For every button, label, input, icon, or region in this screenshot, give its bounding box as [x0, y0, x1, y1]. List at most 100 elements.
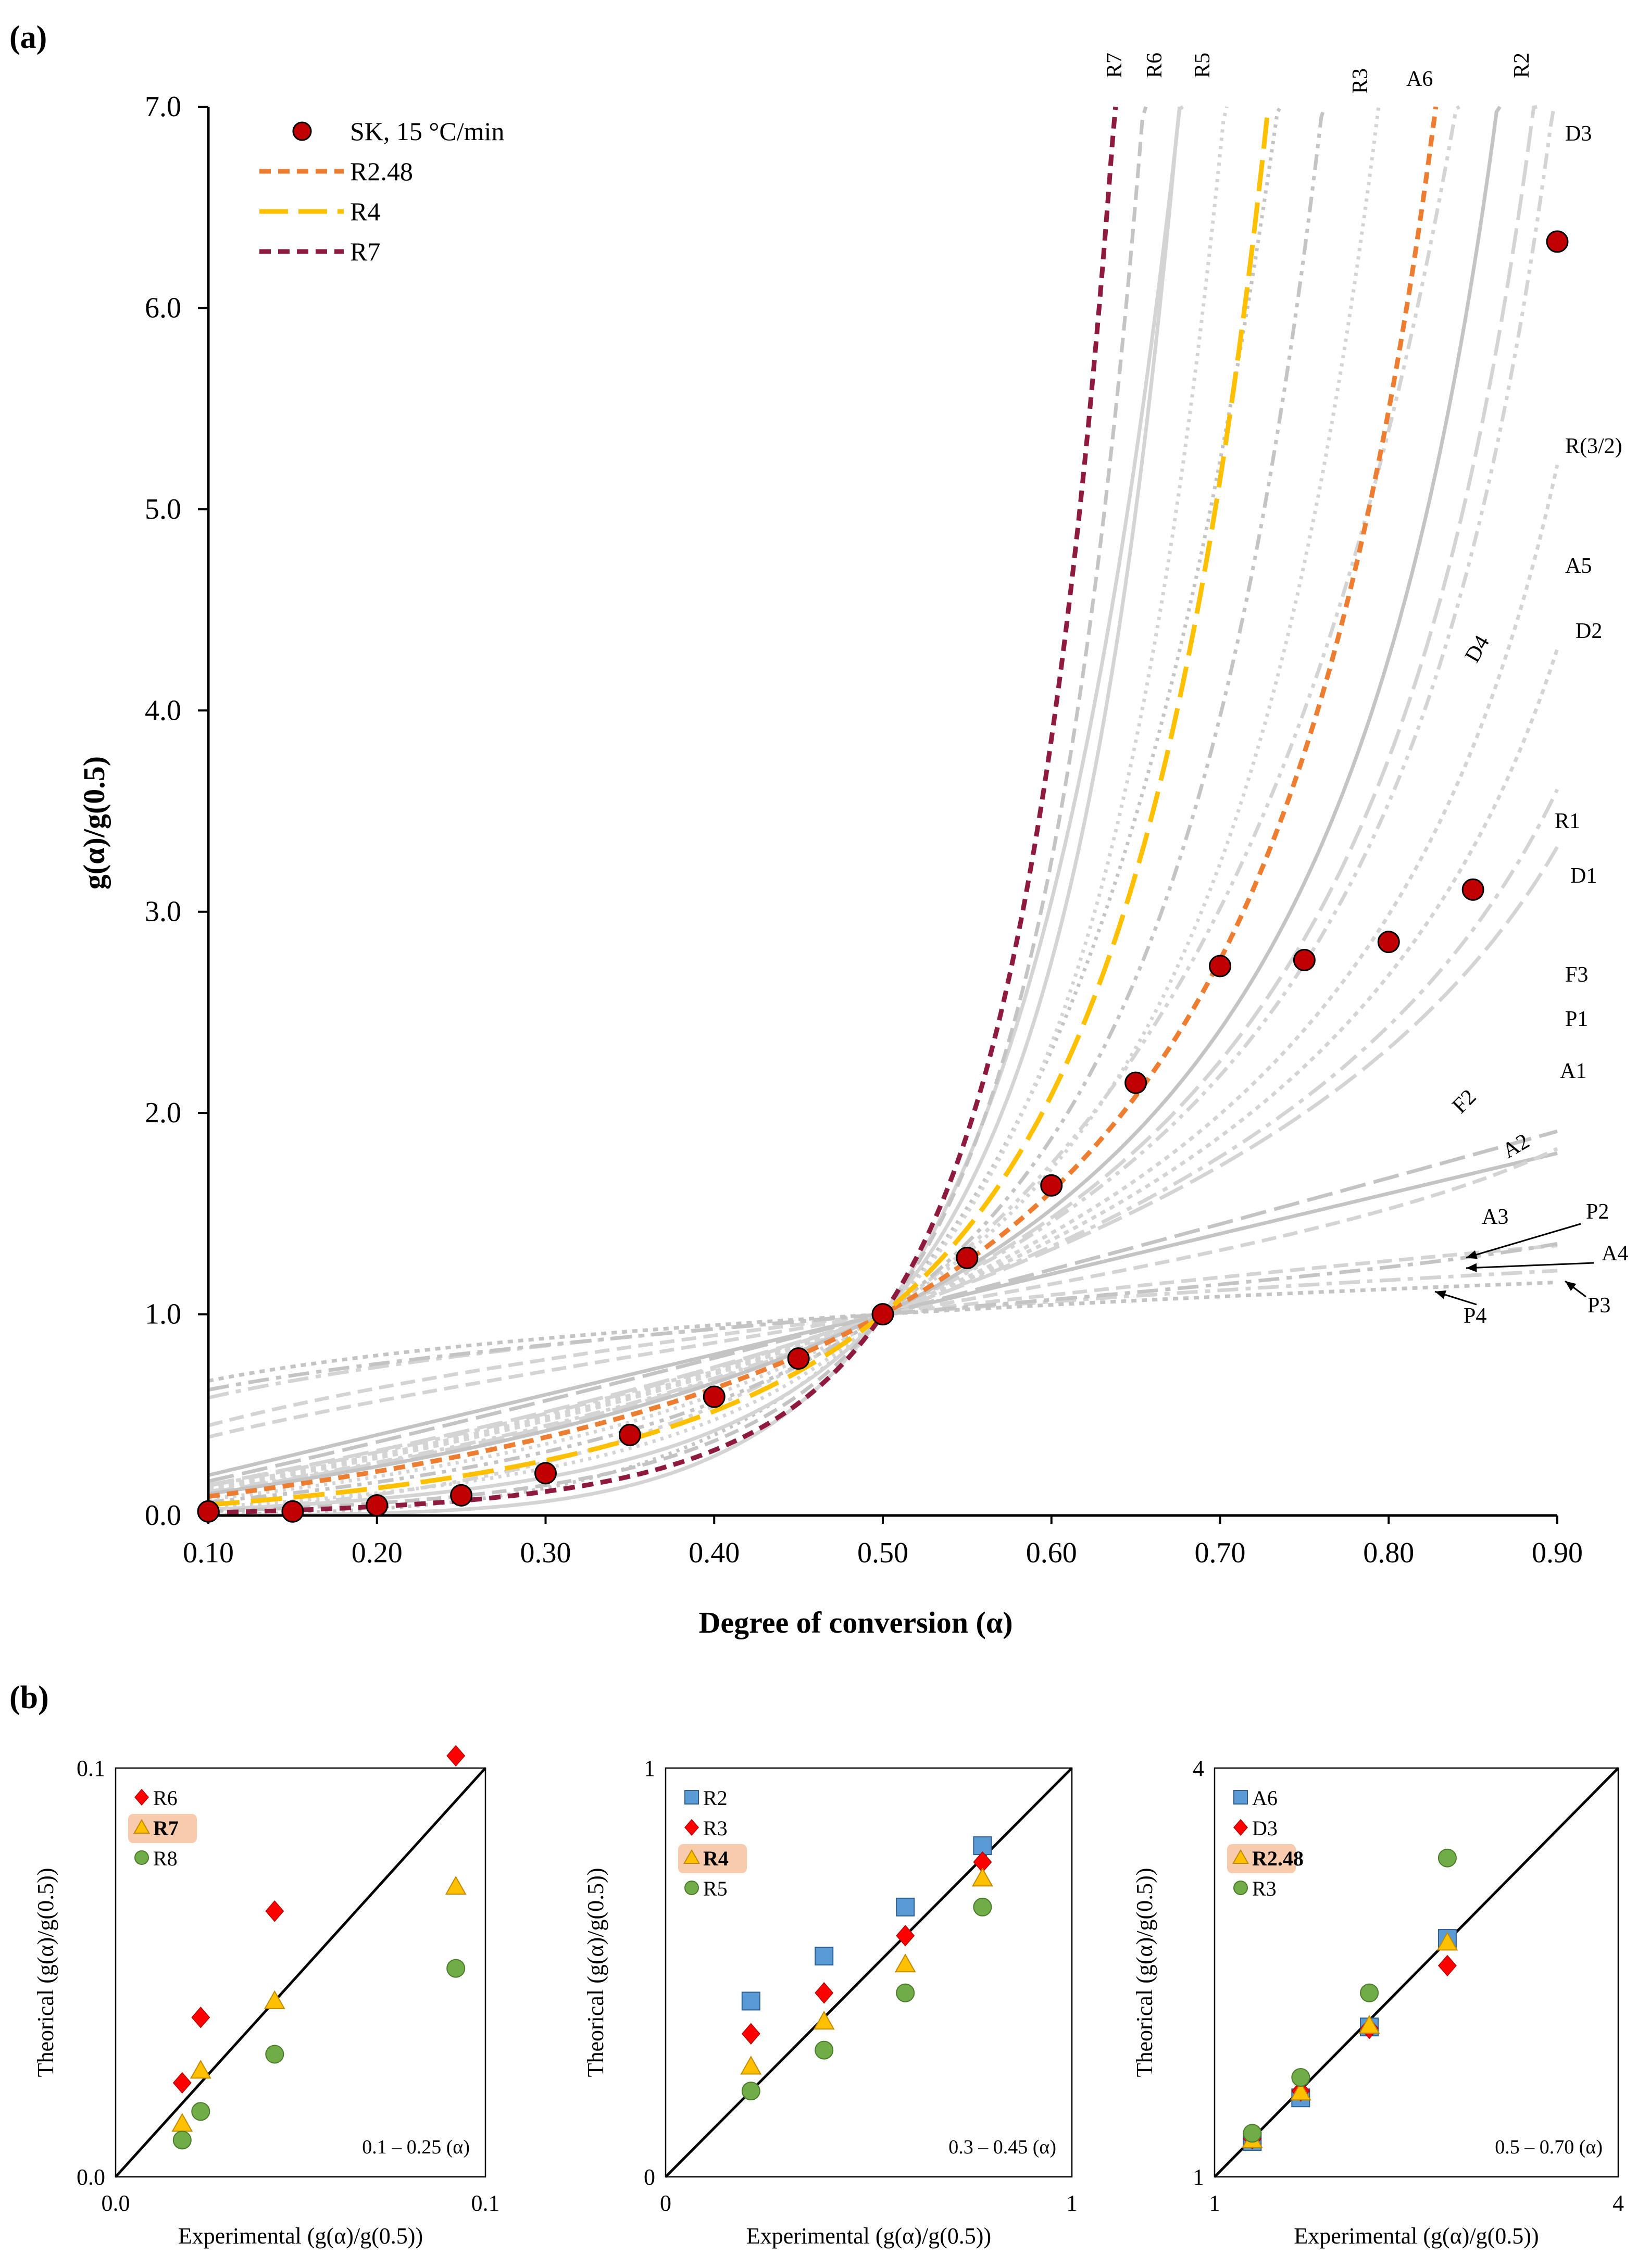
marker-diamond: [741, 2023, 760, 2045]
marker-triangle: [740, 2056, 762, 2075]
y-tick-label: 4.0: [145, 694, 181, 726]
marker-triangle: [1290, 2082, 1311, 2101]
marker-triangle: [1232, 1849, 1249, 1864]
legend-label: SK, 15 °C/min: [350, 117, 504, 146]
y-tick-label: 0: [644, 2164, 655, 2190]
model-curve-r6: [208, 106, 1148, 1513]
data-point: [534, 1462, 557, 1485]
legend-highlight: [128, 1814, 197, 1843]
marker-diamond: [134, 1788, 149, 1806]
marker-diamond: [265, 1900, 284, 1922]
x-tick-label: 1: [1066, 2190, 1078, 2216]
marker-circle: [1438, 1848, 1457, 1868]
curve-label-r3: R3: [1348, 68, 1372, 94]
data-point: [366, 1494, 389, 1517]
y-axis-label: Theorical (g(α)/g(0.5)): [33, 1868, 58, 2077]
legend-highlight: [1227, 1844, 1296, 1873]
data-point: [1293, 948, 1316, 971]
curve-label-r2: R2: [1510, 53, 1534, 78]
marker-circle: [973, 1897, 992, 1916]
arrow-head: [1466, 1263, 1477, 1272]
panel-a-x-axis-label: Degree of conversion (α): [698, 1606, 1013, 1639]
x-tick-label: 1: [1209, 2190, 1220, 2216]
panel-a-label: (a): [9, 20, 47, 55]
marker-circle: [741, 2082, 760, 2101]
panel-b2-chart: 0 1 0 1 Experimental (g(α)/g(0.5)) Theorical …: [583, 1756, 1078, 2249]
curve-label-d3: D3: [1565, 122, 1592, 146]
curve-label-d1: D1: [1570, 864, 1597, 888]
panel-b-label: (b): [9, 1680, 49, 1715]
x-axis-label: Experimental (g(α)/g(0.5)): [746, 2223, 991, 2249]
marker-circle: [1360, 1983, 1379, 2002]
marker-diamond: [172, 2072, 192, 2094]
x-tick-label: 0.20: [352, 1537, 403, 1569]
legend-label: R2.48: [1252, 1847, 1304, 1870]
panel-b1-chart: 0.0 0.1 0.0 0.1 Experimental (g(α)/g(0.5)) Th…: [33, 1745, 500, 2249]
model-curve-r5: [208, 106, 1182, 1512]
identity-line: [665, 1767, 1073, 2178]
x-tick-label: 0.70: [1195, 1537, 1246, 1569]
model-curve-a5: [208, 1147, 1558, 1439]
annotation-arrow: [1466, 1262, 1594, 1269]
plot-frame: [115, 1767, 486, 2178]
marker-circle: [1291, 2067, 1310, 2087]
legend-label: R2.48: [350, 157, 413, 186]
curve-label-d2: D2: [1576, 619, 1602, 643]
curve-label-f3: F3: [1565, 963, 1588, 987]
highlight-curve-r248: [208, 106, 1439, 1499]
curve-label-a2: A2: [1498, 1129, 1533, 1163]
curve-label-a1: A1: [1560, 1059, 1586, 1083]
data-point: [703, 1385, 726, 1408]
marker-circle: [1233, 1881, 1248, 1895]
y-tick-label: 0.0: [145, 1499, 181, 1532]
marker-diamond: [191, 2007, 210, 2028]
y-tick-label: 0.1: [77, 1756, 105, 1781]
y-tick-label: 1: [644, 1756, 655, 1781]
curve-label-r1: R1: [1555, 809, 1580, 833]
highlight-curve-r7: [208, 106, 1118, 1515]
x-axis-label: Experimental (g(α)/g(0.5)): [1294, 2223, 1539, 2249]
marker-square: [684, 1790, 699, 1805]
model-curve-a3: [208, 106, 1282, 1517]
y-tick-label: 7.0: [145, 91, 181, 123]
legend-label: A6: [1252, 1786, 1278, 1810]
x-tick-label: 0: [660, 2190, 671, 2216]
x-tick-label: 0.10: [183, 1537, 234, 1569]
range-note: 0.1 – 0.25 (α): [362, 2136, 470, 2158]
marker-triangle: [133, 1819, 151, 1834]
curve-label-a4: A4: [1602, 1242, 1628, 1265]
x-tick-label: 0.0: [102, 2190, 130, 2216]
data-point: [871, 1303, 894, 1326]
model-curve-r1: [208, 465, 1559, 1491]
model-curve-a2: [208, 105, 1461, 1513]
model-curve-a4: [208, 105, 1184, 1518]
y-tick-label: 0.0: [77, 2164, 105, 2190]
curve-label-f2: F2: [1448, 1085, 1481, 1118]
y-axis-label: Theorical (g(α)/g(0.5)): [583, 1868, 608, 2077]
y-tick-label: 1: [1193, 2164, 1204, 2190]
curve-label-a5: A5: [1565, 554, 1592, 578]
x-tick-label: 0.90: [1532, 1537, 1583, 1569]
y-tick-label: 5.0: [145, 493, 181, 525]
marker-triangle: [894, 1953, 916, 1973]
curve-label-r7: R7: [1103, 53, 1127, 78]
marker-circle: [896, 1983, 915, 2002]
data-point: [1209, 955, 1231, 978]
data-point: [450, 1484, 473, 1507]
x-tick-label: 0.80: [1363, 1537, 1414, 1569]
curve-label-r6: R6: [1143, 53, 1167, 78]
marker-circle: [1243, 2124, 1262, 2143]
highlight-curve-r4: [208, 106, 1273, 1507]
data-point: [956, 1246, 979, 1269]
x-tick-label: 0.50: [857, 1537, 908, 1569]
marker-diamond: [684, 1819, 699, 1836]
panel-b3-chart: 1 4 1 4 Experimental (g(α)/g(0.5)) Theorical …: [1132, 1756, 1624, 2249]
marker-triangle: [813, 2010, 835, 2030]
data-point: [1377, 931, 1400, 954]
legend-marker: [292, 121, 312, 141]
marker-triangle: [445, 1875, 467, 1895]
identity-line: [115, 1767, 486, 2178]
legend-label: D3: [1252, 1816, 1278, 1840]
curve-label-a6: A6: [1406, 67, 1433, 91]
y-tick-label: 4: [1193, 1756, 1204, 1781]
